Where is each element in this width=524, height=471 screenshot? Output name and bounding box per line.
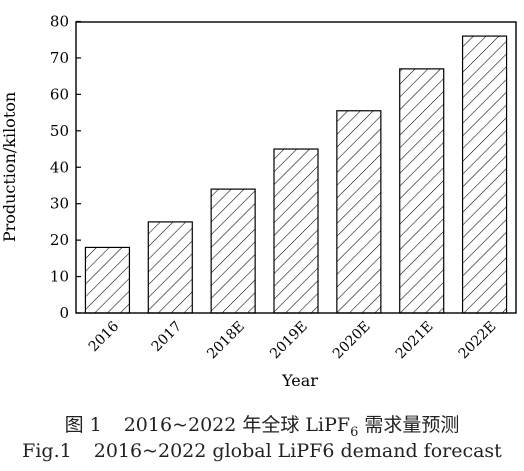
x-tick-label-2022E: 2022E: [456, 319, 500, 363]
y-tick-label: 20: [50, 231, 69, 249]
y-tick-label: 50: [50, 122, 69, 140]
bar-2017: [147, 221, 193, 314]
bar-2022E: [461, 35, 508, 314]
x-axis-label: Year: [281, 371, 318, 390]
bars: [84, 35, 508, 314]
bar-2020E: [336, 110, 382, 314]
y-tick-label: 70: [50, 49, 69, 67]
caption-english: Fig.1 2016~2022 global LiPF6 demand forec…: [0, 440, 524, 462]
bar-2018E: [210, 188, 256, 314]
y-tick-label: 0: [59, 304, 69, 322]
y-tick-label: 30: [50, 195, 69, 213]
caption-cn-tail: 需求量预测: [358, 414, 460, 436]
bar-chart: 0 10 20 30 40 50 60 70 80 2016 2017 2018E 2019E 2020…: [0, 13, 517, 390]
x-tick-label-2018E: 2018E: [204, 319, 248, 363]
y-axis: 0 10 20 30 40 50 60 70 80: [50, 13, 81, 322]
caption-cn-figure-number: 图 1: [64, 414, 102, 436]
caption-cn-text: 2016~2022 年全球 LiPF: [123, 414, 351, 436]
y-tick-label: 10: [50, 268, 69, 286]
bar-2021E: [399, 68, 445, 314]
y-tick-label: 80: [50, 13, 69, 31]
x-tick-label-2021E: 2021E: [393, 319, 437, 363]
bar-2016: [84, 246, 131, 314]
caption-chinese: 图 1 2016~2022 年全球 LiPF6 需求量预测: [0, 410, 524, 440]
x-tick-label-2016: 2016: [86, 318, 123, 355]
y-axis-label: Production/kiloton: [0, 92, 19, 242]
y-tick-label: 60: [50, 85, 69, 103]
x-tick-label-2019E: 2019E: [267, 319, 311, 363]
x-tick-label-2020E: 2020E: [330, 319, 374, 363]
caption-en-text: 2016~2022 global LiPF6 demand forecast: [93, 440, 502, 462]
caption-cn-subscript: 6: [350, 424, 359, 440]
x-tick-label-2017: 2017: [149, 319, 186, 356]
y-tick-label: 40: [50, 158, 69, 176]
caption-en-figure-number: Fig.1: [22, 440, 72, 462]
bar-2019E: [273, 148, 319, 314]
x-axis: 2016 2017 2018E 2019E 2020E 2021E 2022E: [86, 318, 500, 362]
